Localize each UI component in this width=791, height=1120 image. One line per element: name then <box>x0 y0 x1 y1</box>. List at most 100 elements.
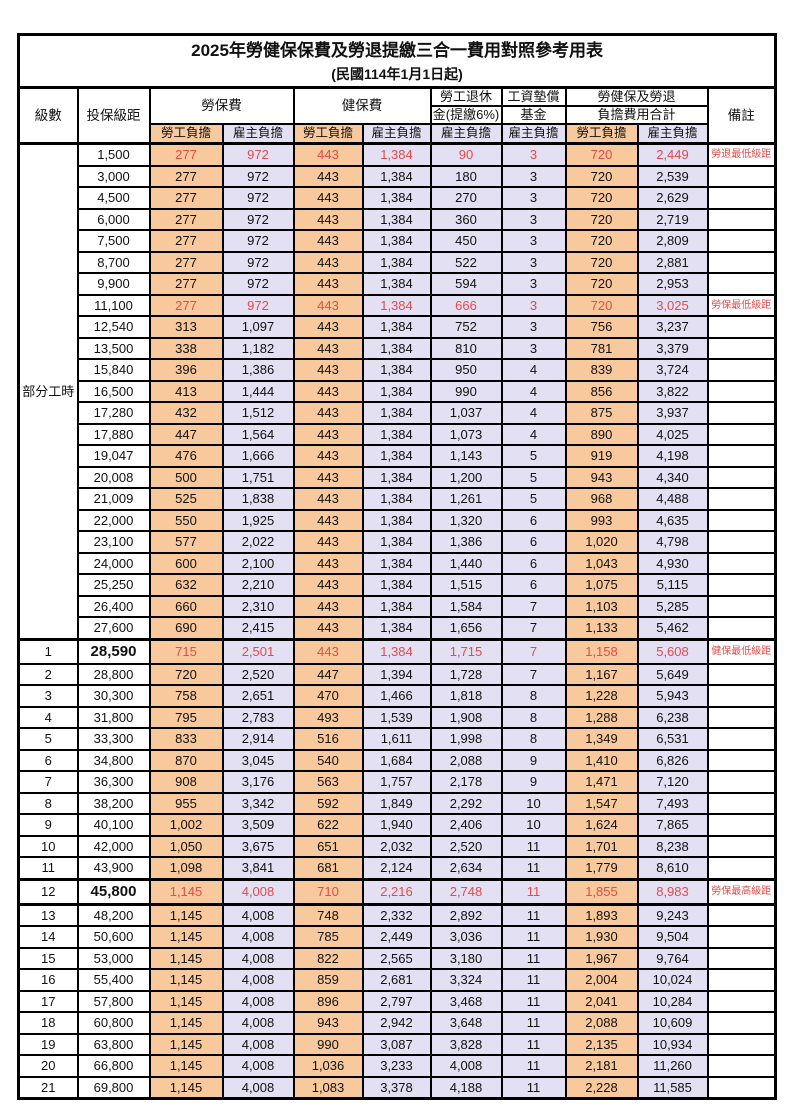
cell-pension-employer: 810 <box>429 336 503 360</box>
cell-note <box>706 902 777 927</box>
cell-pension-employer: 1,908 <box>429 705 503 729</box>
cell-note <box>706 1011 777 1035</box>
cell-wage-fund-employer: 11 <box>500 1032 567 1056</box>
table-row: 8 38,200 955 3,342 592 1,849 2,292 10 1,547 7,493 <box>17 791 777 815</box>
cell-health-employee: 443 <box>292 315 364 339</box>
cell-note <box>706 401 777 425</box>
cell-insured-bracket: 23,100 <box>76 530 151 554</box>
cell-note <box>706 444 777 468</box>
cell-level-part-time: 部分工時 <box>17 142 79 640</box>
col-header-labor-insurance: 勞保費 <box>148 86 295 125</box>
table-row: 21,009 525 1,838 443 1,384 1,261 5 968 4,488 <box>19 487 777 511</box>
table-row: 部分工時 1,500 277 972 443 1,384 90 3 720 2,449 勞退最低級距 <box>17 142 777 640</box>
cell-note <box>706 925 777 949</box>
cell-insured-bracket: 12,540 <box>76 315 151 339</box>
cell-pension-employer: 1,715 <box>429 637 503 665</box>
cell-total-employee: 875 <box>564 401 639 425</box>
cell-note <box>706 1054 777 1078</box>
cell-health-employee: 443 <box>292 444 364 468</box>
cell-level: 5 <box>17 727 79 751</box>
cell-level: 21 <box>17 1075 79 1100</box>
cell-wage-fund-employer: 5 <box>500 465 567 489</box>
cell-total-employee: 720 <box>564 229 639 253</box>
cell-wage-fund-employer: 7 <box>500 637 567 665</box>
table-row: 1 28,590 715 2,501 443 1,384 1,715 7 1,158 5,608 健… <box>17 637 777 665</box>
cell-total-employer: 5,285 <box>636 594 709 618</box>
cell-wage-fund-employer: 6 <box>500 508 567 532</box>
table-row: 22,000 550 1,925 443 1,384 1,320 6 993 4,635 <box>19 508 777 532</box>
cell-insured-bracket: 36,300 <box>76 770 151 794</box>
cell-total-employee: 1,779 <box>564 856 639 880</box>
cell-total-employee: 1,228 <box>564 684 639 708</box>
cell-labor-employee: 1,145 <box>148 877 224 905</box>
cell-labor-employer: 4,008 <box>221 877 295 905</box>
cell-total-employee: 993 <box>564 508 639 532</box>
table-row: 9 40,100 1,002 3,509 622 1,940 2,406 10 1,624 7,8… <box>17 813 777 837</box>
cell-note <box>706 791 777 815</box>
cell-labor-employer: 3,176 <box>221 770 295 794</box>
cell-insured-bracket: 69,800 <box>76 1075 151 1100</box>
cell-insured-bracket: 17,880 <box>76 422 151 446</box>
cell-labor-employer: 1,751 <box>221 465 295 489</box>
cell-total-employee: 856 <box>564 379 639 403</box>
table-row: 21 69,800 1,145 4,008 1,083 3,378 4,188 11 2,228… <box>17 1075 777 1100</box>
cell-wage-fund-employer: 11 <box>500 834 567 858</box>
cell-health-employee: 443 <box>292 616 364 640</box>
cell-total-employee: 720 <box>564 272 639 296</box>
cell-pension-employer: 666 <box>429 293 503 317</box>
cell-health-employer: 2,942 <box>361 1011 432 1035</box>
cell-labor-employer: 2,022 <box>221 530 295 554</box>
cell-health-employee: 443 <box>292 250 364 274</box>
cell-total-employee: 720 <box>564 207 639 231</box>
table-row: 17,280 432 1,512 443 1,384 1,037 4 875 3,937 <box>19 401 777 425</box>
cell-note <box>706 662 777 686</box>
cell-labor-employee: 715 <box>148 637 224 665</box>
cell-labor-employee: 525 <box>148 487 224 511</box>
cell-total-employee: 720 <box>564 142 639 167</box>
cell-total-employer: 2,539 <box>636 164 709 188</box>
cell-health-employee: 443 <box>292 530 364 554</box>
cell-wage-fund-employer: 11 <box>500 1075 567 1100</box>
cell-wage-fund-employer: 8 <box>500 727 567 751</box>
cell-health-employee: 443 <box>292 207 364 231</box>
cell-total-employer: 6,531 <box>636 727 709 751</box>
table-row: 8,700 277 972 443 1,384 522 3 720 2,881 <box>19 250 777 274</box>
cell-pension-employer: 950 <box>429 358 503 382</box>
cell-labor-employee: 720 <box>148 662 224 686</box>
cell-level: 20 <box>17 1054 79 1078</box>
cell-insured-bracket: 20,008 <box>76 465 151 489</box>
cell-health-employee: 443 <box>292 293 364 317</box>
cell-pension-employer: 180 <box>429 164 503 188</box>
cell-note <box>706 616 777 640</box>
page-subtitle: (民國114年1月1日起) <box>331 66 463 82</box>
cell-health-employer: 1,384 <box>361 358 432 382</box>
cell-health-employer: 1,384 <box>361 250 432 274</box>
cell-level: 17 <box>17 989 79 1013</box>
col-header-level: 級數 <box>17 86 79 145</box>
cell-total-employee: 1,547 <box>564 791 639 815</box>
table-row: 15 53,000 1,145 4,008 822 2,565 3,180 11 1,967 9,… <box>17 946 777 970</box>
cell-note <box>706 487 777 511</box>
cell-note <box>706 272 777 296</box>
cell-total-employer: 2,809 <box>636 229 709 253</box>
table-row: 17 57,800 1,145 4,008 896 2,797 3,468 11 2,041 10… <box>17 989 777 1013</box>
cell-labor-employee: 1,145 <box>148 968 224 992</box>
cell-labor-employee: 277 <box>148 164 224 188</box>
cell-total-employer: 10,284 <box>636 989 709 1013</box>
cell-health-employer: 1,611 <box>361 727 432 751</box>
cell-labor-employer: 1,666 <box>221 444 295 468</box>
cell-insured-bracket: 25,250 <box>76 573 151 597</box>
cell-labor-employee: 476 <box>148 444 224 468</box>
cell-pension-employer: 2,520 <box>429 834 503 858</box>
cell-health-employer: 1,384 <box>361 487 432 511</box>
table-row: 13 48,200 1,145 4,008 748 2,332 2,892 11 1,893 9,… <box>17 902 777 927</box>
cell-insured-bracket: 6,000 <box>76 207 151 231</box>
cell-note <box>706 422 777 446</box>
cell-level: 10 <box>17 834 79 858</box>
cell-health-employee: 592 <box>292 791 364 815</box>
cell-labor-employee: 1,002 <box>148 813 224 837</box>
cell-health-employee: 443 <box>292 164 364 188</box>
cell-labor-employee: 277 <box>148 250 224 274</box>
cell-level: 12 <box>17 877 79 905</box>
cell-level: 19 <box>17 1032 79 1056</box>
